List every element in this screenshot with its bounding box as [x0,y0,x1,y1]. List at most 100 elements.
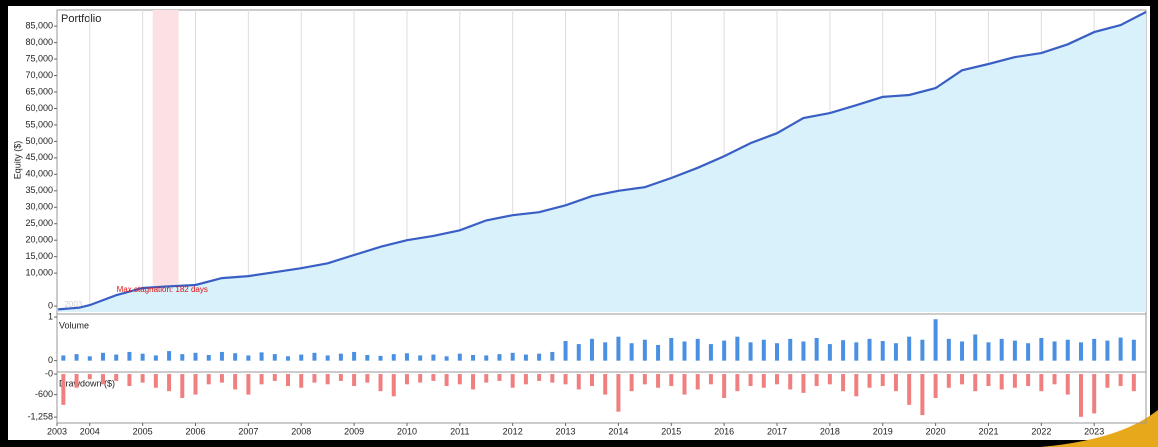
bar [933,374,938,399]
bar [1118,374,1123,387]
bar [1052,341,1057,361]
bar [378,355,383,361]
bar [1131,374,1136,392]
bar [708,374,713,385]
equity-area [58,12,1147,312]
bar [167,351,172,361]
bar [338,353,343,361]
bar [642,374,647,385]
bar [537,374,542,381]
y-tick-label: 20,000 [25,235,53,245]
bar [563,374,568,385]
bar [775,343,780,361]
bar [471,374,476,390]
bar [471,354,476,361]
x-tick-label: 2018 [820,426,840,436]
x-tick-label: 2012 [503,426,523,436]
bar [325,374,330,385]
bar [788,374,793,390]
bar [999,338,1004,361]
bar [286,356,291,361]
bar [74,374,79,388]
bar [827,374,832,385]
y-tick-label: 55,000 [25,119,53,129]
bar [259,352,264,361]
x-tick-label: 2011 [450,426,469,436]
bar [180,354,185,361]
bar [1026,343,1031,361]
y-tick-label: 15,000 [25,251,53,261]
bar [497,354,502,361]
bar [153,355,158,361]
bar [193,352,198,361]
bar [325,355,330,361]
bar [1012,340,1017,361]
bar [814,337,819,361]
bar [259,374,264,385]
bar [100,374,105,385]
bar [312,352,317,361]
bar [563,341,568,361]
y-tick-label: 0 [48,355,53,365]
bar [1012,374,1017,388]
bar [933,319,938,361]
bar [100,352,105,361]
y-tick-label: 70,000 [25,70,53,80]
bar [219,374,224,383]
bar [1092,338,1097,361]
bar [404,353,409,361]
panel-title: Portfolio [61,13,101,25]
bar [391,354,396,361]
y-tick-label: 10,000 [25,268,53,278]
bar [180,374,185,399]
x-tick-label: 2015 [661,426,681,436]
x-tick-label: 2009 [344,426,364,436]
bar [61,355,66,361]
bar [880,341,885,361]
bar [219,351,224,361]
bar [114,374,119,381]
bar [616,336,621,361]
bar [761,374,766,388]
bar [206,374,211,385]
bar [1039,337,1044,361]
bar [827,344,832,361]
panel-title: Drawdown ($) [59,378,115,388]
bar [629,374,634,392]
equity-line [58,11,1147,311]
bar [986,342,991,361]
bar [907,336,912,361]
bar [735,374,740,392]
x-tick-label: 2007 [238,426,258,436]
bar [484,355,489,361]
bar [589,338,594,361]
y-tick-label: 50,000 [25,136,53,146]
stagnation-band [152,10,179,312]
bar [206,354,211,361]
bar [114,354,119,361]
bar [444,374,449,387]
bar [893,343,898,361]
bar [841,340,846,361]
bar [656,344,661,361]
bar [233,353,238,361]
bar [1078,342,1083,361]
bar [603,374,608,395]
bar [444,356,449,361]
bar [880,374,885,387]
bar [999,374,1004,390]
bar [1078,374,1083,417]
bar [722,340,727,361]
bar [960,374,965,385]
bar [74,354,79,361]
bar [576,374,581,390]
bar [193,374,198,395]
y-tick-label: -600 [35,389,53,399]
bar [550,374,555,383]
bar [867,338,872,361]
bar [946,338,951,361]
bar [418,355,423,361]
bar [1065,374,1070,395]
bar [708,344,713,361]
